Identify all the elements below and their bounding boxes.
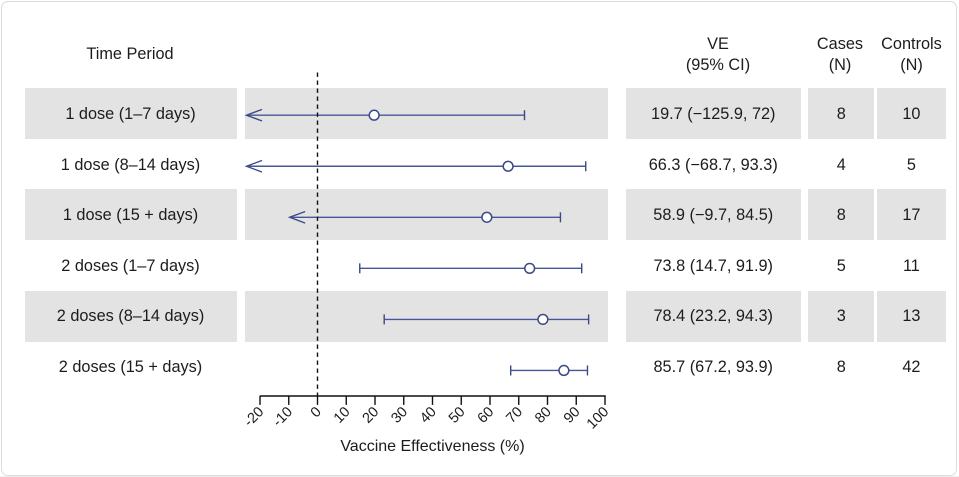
svg-text:50: 50 — [446, 404, 469, 427]
svg-text:-10: -10 — [270, 404, 296, 430]
svg-text:40: 40 — [417, 404, 440, 427]
svg-text:100: 100 — [584, 404, 612, 432]
svg-text:30: 30 — [388, 404, 411, 427]
svg-text:10: 10 — [331, 404, 354, 427]
svg-text:-20: -20 — [241, 404, 267, 430]
svg-text:0: 0 — [308, 404, 325, 421]
svg-text:60: 60 — [475, 404, 498, 427]
svg-text:90: 90 — [561, 404, 584, 427]
svg-text:Vaccine Effectiveness (%): Vaccine Effectiveness (%) — [340, 438, 524, 455]
svg-text:70: 70 — [503, 404, 526, 427]
svg-text:20: 20 — [360, 404, 383, 427]
svg-text:80: 80 — [532, 404, 555, 427]
